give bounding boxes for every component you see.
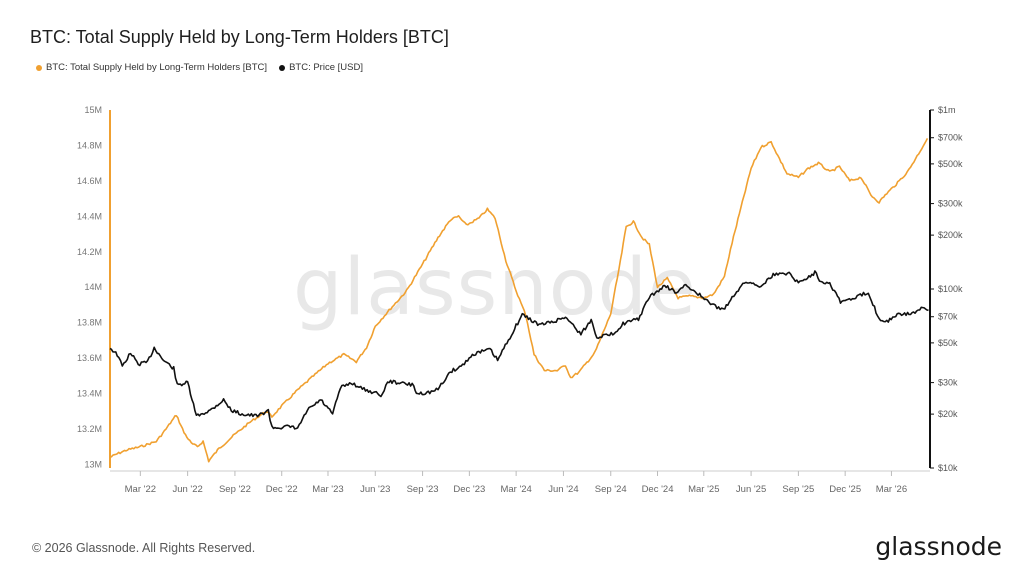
- left-axis-tick-label: 14.4M: [77, 211, 102, 221]
- x-axis-tick-label: Jun '25: [736, 484, 766, 495]
- x-axis-tick-label: Jun '24: [548, 484, 578, 495]
- left-axis-tick-label: 14.6M: [77, 176, 102, 186]
- legend-swatch-price: [279, 64, 286, 71]
- right-axis-tick-label: $100k: [938, 284, 963, 294]
- x-axis-tick-label: Mar '24: [500, 484, 531, 495]
- left-axis-tick-label: 13.4M: [77, 389, 102, 399]
- x-axis-tick-label: Mar '23: [312, 484, 343, 495]
- series-line-lth-supply: [109, 138, 929, 463]
- legend-item-lth[interactable]: BTC: Total Supply Held by Long-Term Hold…: [36, 62, 267, 73]
- left-axis-tick-label: 14M: [84, 282, 102, 292]
- left-axis-tick-label: 14.2M: [77, 247, 102, 257]
- watermark: glassnode: [293, 243, 697, 333]
- x-axis-tick-label: Dec '25: [829, 484, 861, 495]
- left-axis-tick-label: 14.8M: [77, 140, 102, 150]
- legend-label-price: BTC: Price [USD]: [289, 62, 363, 73]
- x-axis-tick-label: Sep '23: [407, 484, 439, 495]
- left-axis-tick-label: 15M: [84, 105, 102, 115]
- left-axis-tick-label: 13M: [84, 459, 102, 469]
- copyright-notice: © 2026 Glassnode. All Rights Reserved.: [32, 541, 256, 555]
- right-axis-tick-label: $30k: [938, 378, 958, 388]
- x-axis-tick-label: Sep '22: [219, 484, 251, 495]
- right-axis-tick-label: $70k: [938, 312, 958, 322]
- x-axis-tick-label: Sep '25: [782, 484, 814, 495]
- left-axis-tick-label: 13.2M: [77, 424, 102, 434]
- chart-title: BTC: Total Supply Held by Long-Term Hold…: [30, 27, 449, 47]
- x-axis-tick-label: Dec '23: [453, 484, 485, 495]
- series-line-btc-price: [109, 270, 929, 430]
- x-axis-tick-label: Dec '22: [266, 484, 298, 495]
- left-axis-tick-label: 13.6M: [77, 353, 102, 363]
- x-axis-tick-label: Jun '23: [360, 484, 390, 495]
- x-axis-tick-label: Mar '22: [125, 484, 156, 495]
- right-axis-tick-label: $500k: [938, 159, 963, 169]
- right-axis-tick-label: $1m: [938, 105, 956, 115]
- right-axis-tick-label: $20k: [938, 409, 958, 419]
- left-axis-tick-label: 13.8M: [77, 318, 102, 328]
- right-axis-tick-label: $10k: [938, 463, 958, 473]
- x-axis-tick-label: Jun '22: [172, 484, 202, 495]
- legend-label-lth: BTC: Total Supply Held by Long-Term Hold…: [46, 62, 268, 73]
- x-axis-tick-label: Sep '24: [595, 484, 627, 495]
- legend-swatch-lth: [36, 64, 42, 71]
- chart-legend: BTC: Total Supply Held by Long-Term Hold…: [36, 62, 363, 73]
- legend-item-price[interactable]: BTC: Price [USD]: [279, 62, 363, 73]
- x-axis-tick-label: Mar '26: [876, 484, 907, 495]
- x-axis-tick-label: Mar '25: [688, 484, 719, 495]
- right-axis-tick-label: $50k: [938, 338, 958, 348]
- right-axis-tick-label: $300k: [938, 199, 963, 209]
- right-axis-tick-label: $200k: [938, 230, 963, 240]
- x-axis-tick-label: Dec '24: [642, 484, 674, 495]
- right-axis-tick-label: $700k: [938, 133, 963, 143]
- brand-logo: glassnode: [875, 532, 1002, 561]
